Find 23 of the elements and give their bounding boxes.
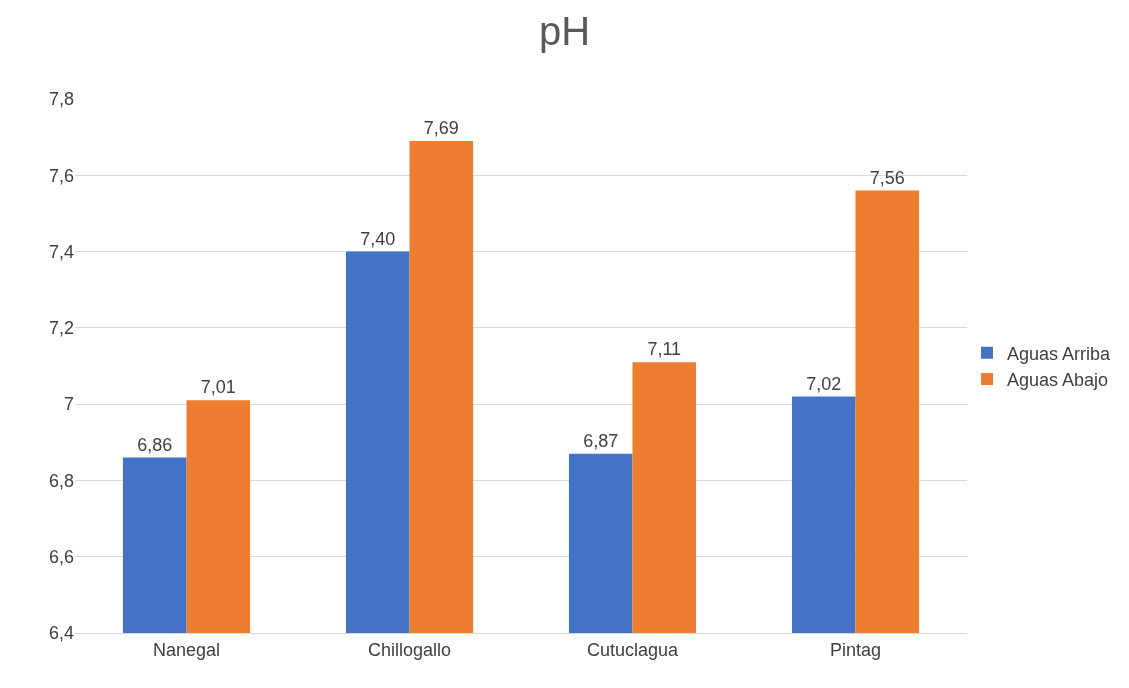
y-tick-label: 7,2 [48, 318, 74, 339]
data-label: 7,11 [647, 339, 682, 360]
x-tick-label: Cutuclagua [586, 639, 680, 660]
y-tick-label: 7,8 [48, 89, 74, 110]
y-tick-label: 6,4 [48, 623, 74, 644]
data-label: 7,02 [806, 373, 842, 394]
data-label: 7,69 [423, 117, 459, 138]
y-tick-label: 7,4 [48, 241, 74, 262]
legend-label: Aguas Abajo [1007, 370, 1109, 391]
data-label: 7,01 [200, 377, 236, 398]
x-tick-label: Nanegal [152, 639, 221, 660]
y-tick-label: 6,6 [48, 547, 74, 568]
data-label: 6,86 [137, 434, 173, 455]
data-label: 7,56 [869, 167, 905, 188]
legend-label: Aguas Arriba [1007, 343, 1112, 364]
data-label: 6,87 [583, 430, 619, 451]
y-tick-label: 7 [63, 394, 74, 415]
chart-title: pH [538, 9, 591, 54]
data-label: 7,40 [360, 228, 396, 249]
x-tick-label: Pintag [829, 639, 882, 660]
y-tick-label: 7,6 [48, 165, 74, 186]
x-tick-label: Chillogallo [367, 639, 452, 660]
y-tick-label: 6,8 [48, 470, 74, 491]
